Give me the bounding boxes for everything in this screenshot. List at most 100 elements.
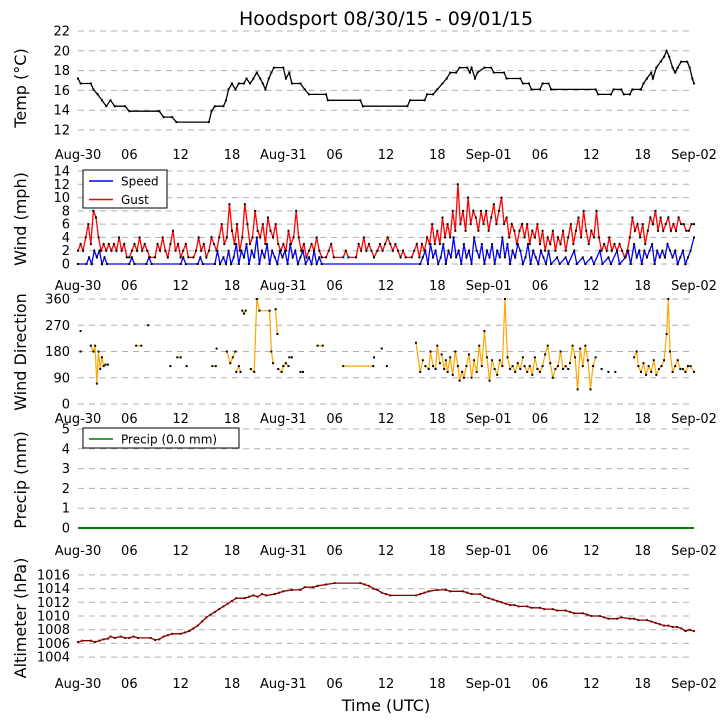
data-point-temp bbox=[210, 110, 213, 113]
data-point-altimeter bbox=[693, 630, 695, 633]
data-point-gust bbox=[118, 236, 121, 239]
data-point-altimeter bbox=[526, 605, 529, 608]
data-point-altimeter bbox=[496, 599, 499, 602]
direction-point bbox=[491, 359, 494, 362]
direction-point bbox=[92, 350, 95, 353]
direction-segment bbox=[524, 345, 569, 378]
data-point-gust bbox=[373, 256, 376, 259]
data-point-speed bbox=[276, 263, 279, 265]
data-point-gust bbox=[477, 229, 480, 232]
x-tick-label-temperature: 12 bbox=[583, 148, 600, 163]
direction-point bbox=[270, 350, 273, 353]
data-point-temp bbox=[655, 66, 658, 69]
data-point-gust bbox=[577, 216, 580, 219]
x-tick-label-precipitation: 18 bbox=[634, 544, 651, 559]
data-point-gust bbox=[355, 256, 358, 259]
data-point-gust bbox=[381, 249, 384, 252]
direction-point bbox=[385, 365, 388, 368]
direction-point bbox=[440, 353, 443, 356]
data-point-gust bbox=[292, 236, 295, 239]
data-point-gust bbox=[325, 256, 328, 259]
data-point-gust bbox=[297, 236, 300, 239]
direction-point bbox=[465, 365, 468, 368]
data-point-altimeter bbox=[680, 627, 683, 630]
direction-point bbox=[674, 365, 677, 368]
y-tick-label-altimeter: 1016 bbox=[37, 568, 70, 583]
data-point-temp bbox=[96, 93, 99, 96]
data-point-gust bbox=[179, 256, 182, 259]
data-point-temp bbox=[290, 82, 293, 85]
series-line-gust bbox=[77, 184, 694, 260]
data-point-gust bbox=[546, 236, 549, 239]
y-tick-label-wind-direction: 0 bbox=[62, 398, 70, 413]
data-point-altimeter bbox=[231, 599, 233, 602]
y-tick-label-altimeter: 1008 bbox=[37, 623, 70, 638]
x-tick-label-wind: 06 bbox=[326, 279, 343, 294]
data-point-altimeter bbox=[124, 636, 127, 639]
data-point-temp bbox=[308, 93, 310, 96]
x-tick-label-wind: Sep-01 bbox=[466, 279, 512, 294]
direction-point bbox=[79, 350, 82, 353]
data-point-gust bbox=[404, 256, 407, 259]
data-point-gust bbox=[644, 243, 647, 246]
data-point-altimeter bbox=[590, 615, 593, 617]
direction-point bbox=[607, 370, 610, 373]
x-tick-label-temperature: 06 bbox=[532, 148, 549, 163]
data-point-speed bbox=[676, 263, 679, 265]
data-point-gust bbox=[330, 243, 333, 246]
x-tick-label-wind: 06 bbox=[121, 279, 138, 294]
direction-point bbox=[272, 362, 275, 365]
data-point-temp bbox=[227, 88, 230, 91]
direction-point bbox=[635, 350, 638, 353]
direction-point bbox=[559, 350, 562, 353]
data-point-gust bbox=[526, 223, 529, 226]
data-point-gust bbox=[621, 249, 624, 252]
data-point-gust bbox=[428, 243, 431, 246]
direction-point bbox=[214, 365, 217, 368]
data-point-gust bbox=[243, 203, 246, 206]
direction-point bbox=[660, 365, 663, 368]
direction-point bbox=[519, 368, 522, 370]
data-point-gust bbox=[595, 209, 598, 212]
data-point-temp bbox=[100, 99, 103, 102]
data-point-temp bbox=[680, 60, 683, 63]
data-point-gust bbox=[367, 243, 370, 246]
data-point-gust bbox=[505, 216, 508, 219]
direction-point bbox=[446, 370, 449, 373]
direction-point bbox=[215, 347, 218, 350]
data-point-speed bbox=[511, 249, 514, 252]
data-point-gust bbox=[431, 223, 434, 226]
data-point-gust bbox=[675, 229, 678, 232]
data-point-gust bbox=[248, 243, 251, 246]
data-point-gust bbox=[592, 236, 595, 239]
data-point-temp bbox=[252, 77, 255, 80]
data-point-altimeter bbox=[222, 605, 225, 608]
direction-point bbox=[255, 298, 258, 300]
x-tick-label-precipitation: 18 bbox=[224, 544, 241, 559]
data-point-speed bbox=[310, 263, 313, 265]
direction-point bbox=[288, 356, 291, 359]
direction-point bbox=[475, 370, 478, 373]
data-point-temp bbox=[470, 66, 473, 69]
data-point-gust bbox=[603, 243, 606, 246]
data-point-temp bbox=[483, 66, 486, 69]
direction-point bbox=[438, 362, 441, 365]
direction-point bbox=[503, 298, 506, 300]
data-point-gust bbox=[633, 229, 636, 232]
data-point-altimeter bbox=[252, 594, 255, 597]
data-point-temp bbox=[77, 77, 79, 80]
data-point-speed bbox=[498, 256, 501, 259]
direction-point bbox=[456, 365, 459, 368]
data-point-speed bbox=[666, 243, 669, 246]
data-point-altimeter bbox=[89, 639, 92, 642]
data-point-gust bbox=[472, 209, 475, 212]
direction-point bbox=[102, 365, 105, 368]
data-point-gust bbox=[287, 229, 290, 232]
data-point-gust bbox=[682, 223, 685, 226]
data-point-gust bbox=[177, 243, 180, 246]
direction-point bbox=[97, 350, 100, 353]
data-point-gust bbox=[197, 236, 200, 239]
x-tick-label-temperature: Aug-30 bbox=[55, 148, 102, 163]
data-point-altimeter bbox=[278, 591, 281, 594]
